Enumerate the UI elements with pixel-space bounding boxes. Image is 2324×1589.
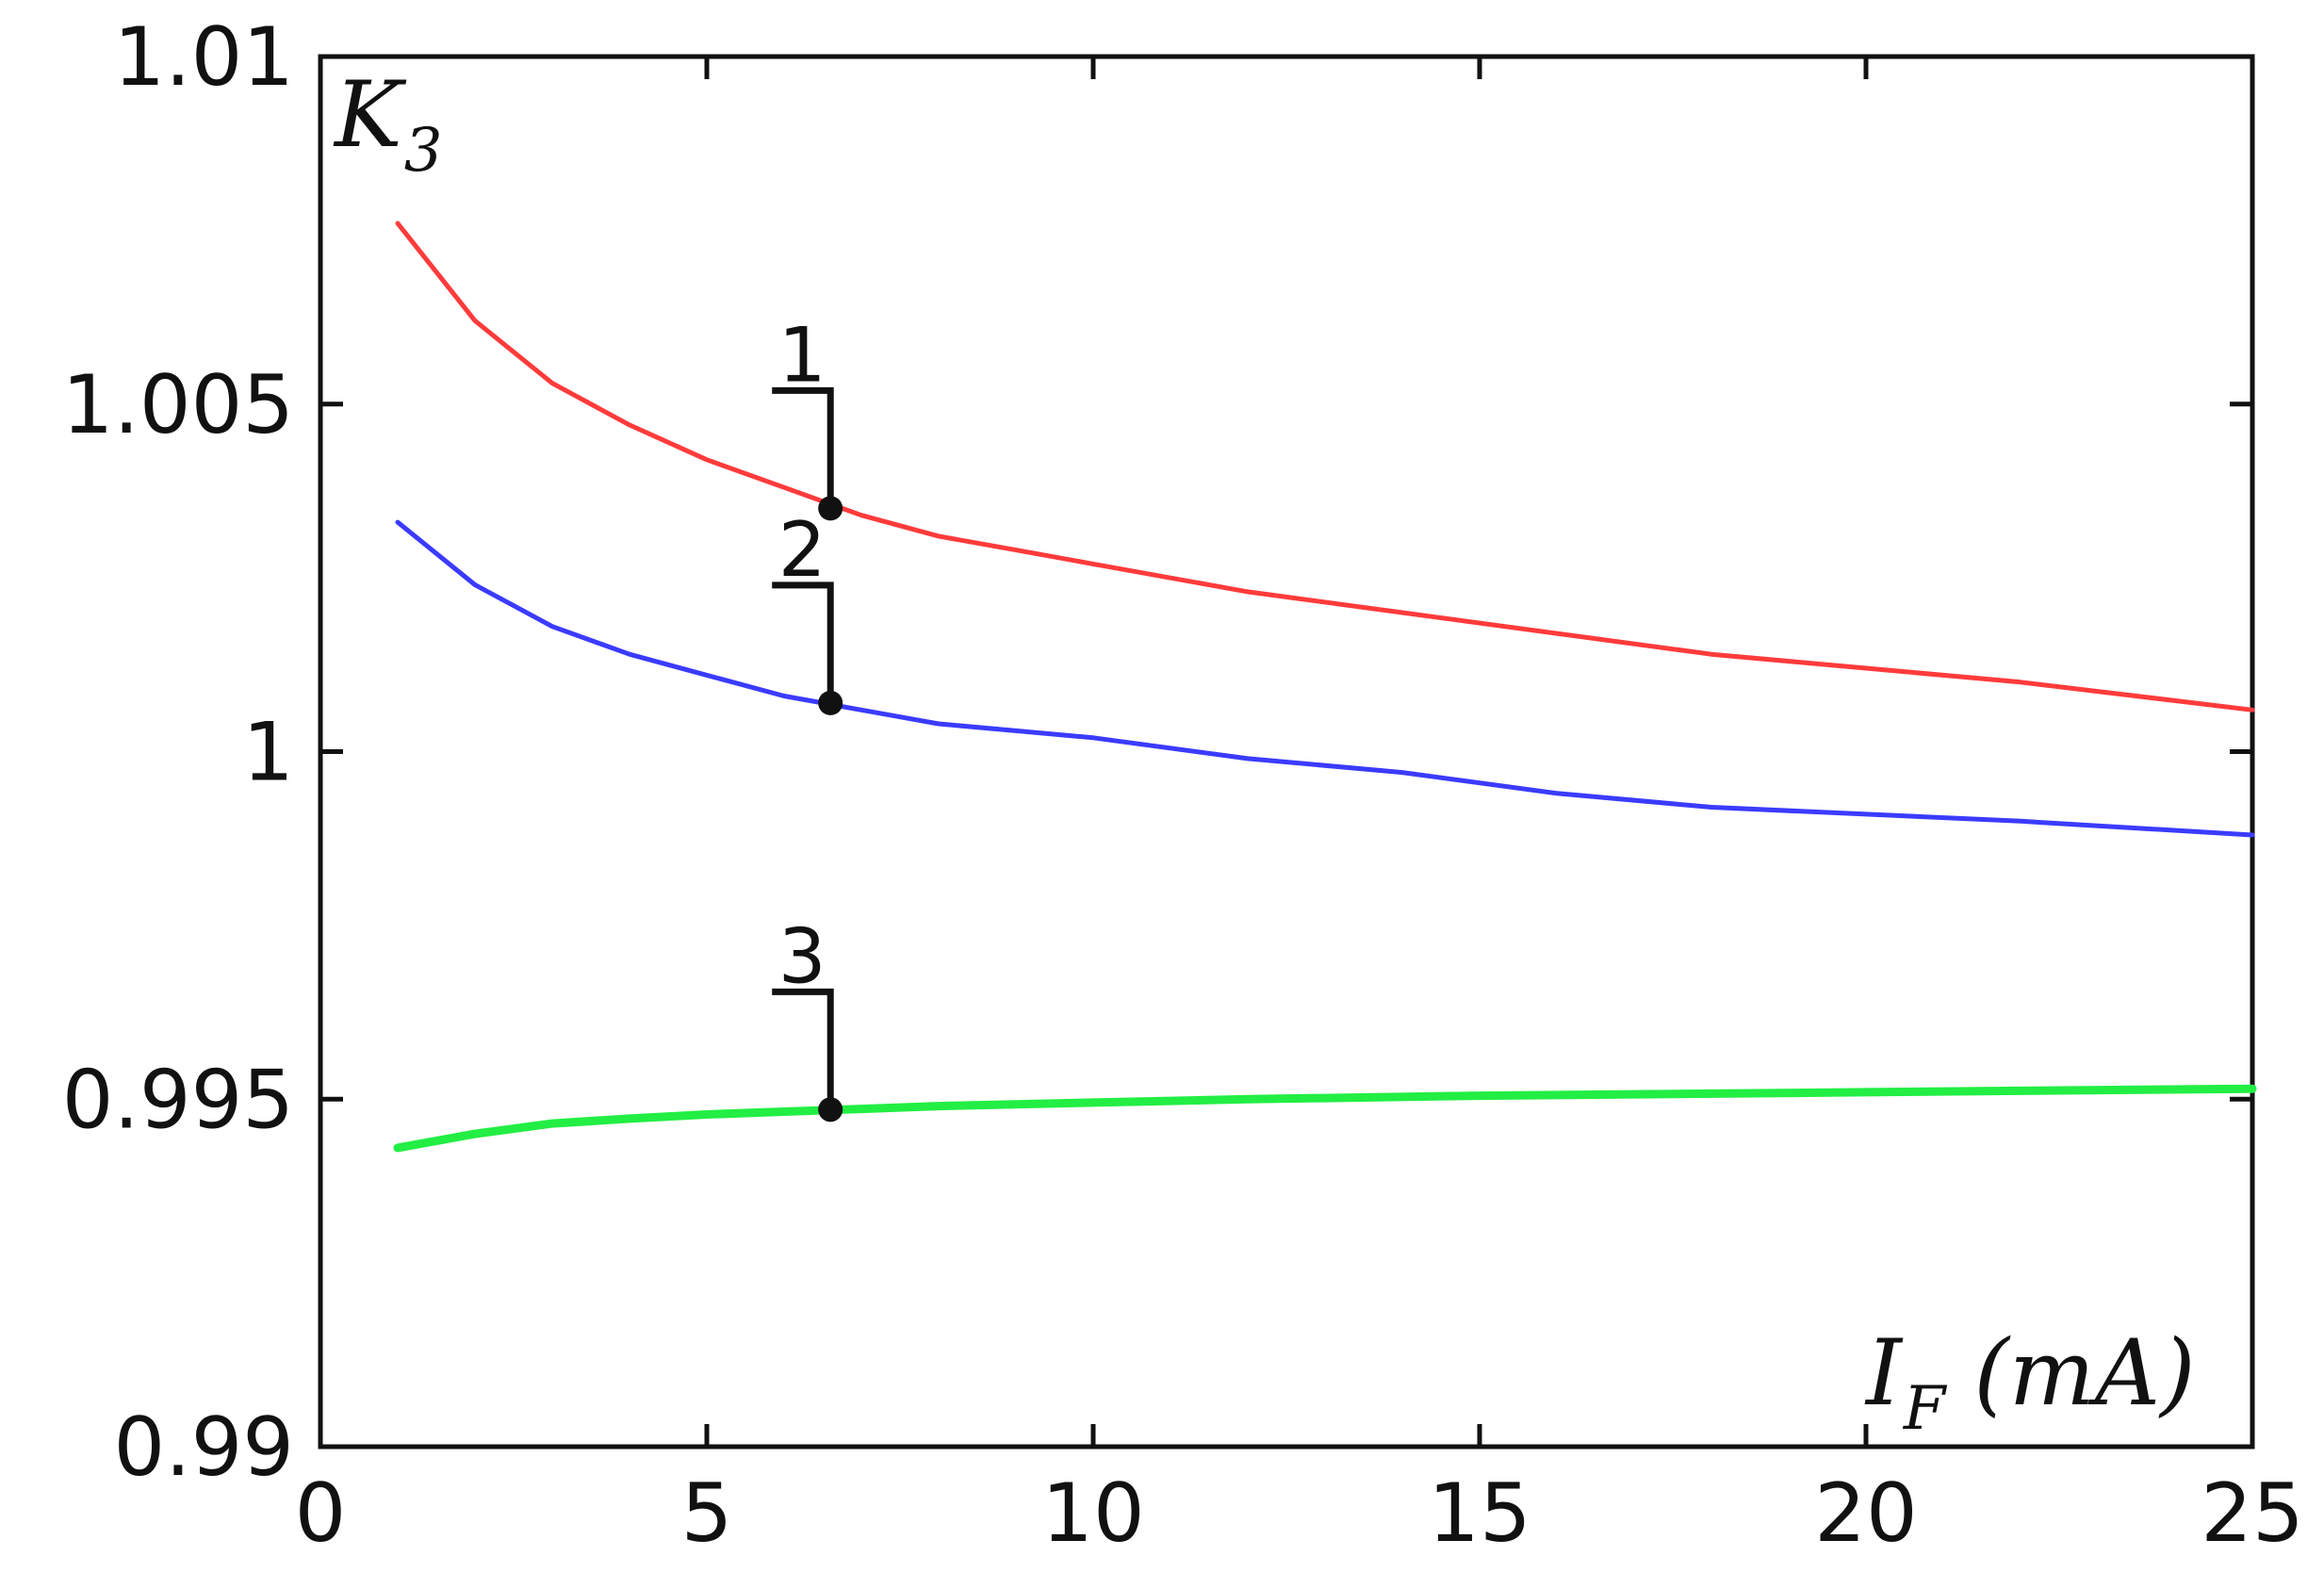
- series-leader-2: [772, 582, 834, 703]
- series-number-3: 3: [778, 912, 826, 1000]
- y-tick-label: 0.995: [62, 1053, 294, 1147]
- series-marker-3: [818, 1097, 843, 1122]
- y-axis-label-main: K: [333, 62, 407, 168]
- x-tick-label: 15: [1428, 1466, 1530, 1561]
- y-axis-label-sub: 3: [404, 116, 443, 186]
- y-tick-label: 1: [242, 706, 294, 800]
- series-number-2: 2: [778, 506, 826, 594]
- x-axis-label-main: I: [1864, 1320, 1904, 1426]
- series-leader-1: [772, 386, 834, 509]
- series-line-3: [393, 1084, 2257, 1153]
- x-axis-label: IF (mA): [1864, 1320, 2196, 1444]
- x-tick-label: 20: [1814, 1466, 1917, 1561]
- x-axis-label-sub: F: [1903, 1374, 1948, 1444]
- series-leader-3: [772, 988, 834, 1110]
- y-tick-label: 1.005: [62, 358, 294, 452]
- x-tick-label: 10: [1041, 1466, 1144, 1561]
- y-tick-label: 0.99: [114, 1401, 294, 1495]
- y-axis-label: K3: [333, 62, 442, 186]
- series-number-1: 1: [778, 311, 826, 399]
- x-axis-label-unit: (mA): [1973, 1320, 2195, 1426]
- x-tick-label: 5: [681, 1466, 733, 1561]
- x-tick-label: 0: [295, 1466, 347, 1561]
- series-marker-1: [818, 496, 843, 521]
- series-marker-2: [818, 690, 843, 715]
- plot-frame: [318, 54, 2255, 1450]
- y-tick-label: 1.01: [114, 10, 294, 105]
- series-line-2: [395, 519, 2255, 838]
- series-line-1: [395, 221, 2255, 713]
- x-tick-label: 25: [2201, 1466, 2303, 1561]
